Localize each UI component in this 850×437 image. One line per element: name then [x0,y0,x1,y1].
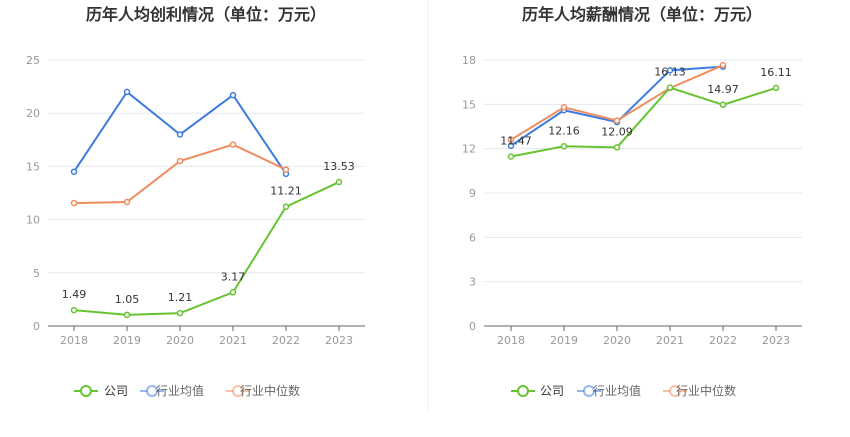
legend-item-2: 行业中位数 [226,383,300,398]
y-tick-label: 0 [33,320,40,333]
y-tick-label: 0 [469,320,476,333]
legend-marker [232,385,244,397]
x-tick-label: 2018 [497,334,525,347]
data-point [123,88,131,96]
data-point [666,84,674,91]
data-point [123,311,131,319]
data-point [229,91,237,99]
data-label: 14.97 [707,83,739,96]
data-point [719,61,727,69]
legend-marker [146,385,158,397]
legend-item-2: 行业中位数 [663,383,736,398]
data-point [613,144,621,151]
x-tick-label: 2020 [603,334,631,347]
x-tick-label: 2021 [219,334,247,347]
y-tick-label: 25 [26,54,40,67]
data-label: 1.49 [62,288,87,301]
data-point [176,157,184,165]
legend-marker [669,385,681,397]
series-line-2 [73,143,287,205]
y-tick-label: 12 [462,143,476,156]
legend-item-1: 行业均值 [577,383,641,398]
legend-label: 行业中位数 [676,383,736,398]
y-tick-label: 5 [33,267,40,280]
legend-item-0: 公司 [511,384,564,398]
legend-marker [80,385,92,397]
legend-label: 公司 [104,384,128,398]
x-tick-label: 2021 [656,334,684,347]
data-label: 16.11 [760,66,792,79]
series-line-0 [510,86,777,158]
data-point [507,136,515,144]
series-line-0 [73,181,340,316]
data-point [282,166,290,173]
data-label: 11.21 [270,185,302,198]
data-point [229,289,237,296]
data-label: 1.21 [168,291,193,304]
data-point [613,117,621,124]
x-tick-label: 2019 [550,334,578,347]
legend-label: 行业均值 [156,383,204,398]
y-tick-label: 10 [26,214,40,227]
data-point [176,309,184,317]
data-point [123,198,131,206]
data-point [719,101,727,109]
data-point [772,84,780,92]
data-point [666,67,674,74]
data-point [176,131,184,138]
data-point [507,142,515,149]
y-tick-label: 20 [26,107,40,120]
chart-1: 0 5 10 15 20 25 2018 2019 2020 2021 2022 2023 1.49 1.… [26,54,365,398]
data-point [70,168,78,175]
data-label: 3.17 [221,270,246,283]
legend-label: 行业均值 [593,383,641,398]
x-tick-label: 2023 [325,334,353,347]
data-point [560,104,568,111]
x-tick-label: 2022 [709,334,737,347]
data-label: 12.16 [548,124,580,137]
data-point [70,306,78,314]
legend-marker [583,385,595,397]
data-point [560,143,568,150]
data-point [282,203,290,210]
legend-marker [517,385,529,397]
y-tick-label: 6 [469,231,476,244]
data-label: 16.13 [654,66,686,79]
y-tick-label: 9 [469,187,476,200]
legend-item-0: 公司 [74,384,128,398]
y-tick-label: 3 [469,276,476,289]
x-tick-label: 2019 [113,334,141,347]
chart-2-title: 历年人均薪酬情况（单位：万元） [522,5,762,24]
y-tick-label: 18 [462,54,476,67]
y-tick-label: 15 [26,160,40,173]
y-tick-label: 15 [462,98,476,111]
data-label: 13.53 [323,160,355,173]
legend-label: 行业中位数 [240,383,300,398]
chart-1-title: 历年人均创利情况（单位：万元） [86,5,326,24]
data-point [70,199,78,207]
data-label: 12.09 [601,125,633,138]
x-tick-label: 2020 [166,334,194,347]
x-tick-label: 2023 [762,334,790,347]
x-tick-label: 2022 [272,334,300,347]
data-label: 11.47 [500,134,532,147]
data-point [507,153,515,160]
data-label: 1.05 [115,293,140,306]
legend-label: 公司 [540,384,564,398]
data-point [335,178,343,186]
data-point [229,141,237,148]
legend-item-1: 行业均值 [140,383,204,398]
x-tick-label: 2018 [60,334,88,347]
chart-2: 0 3 6 9 12 15 18 2018 2019 2020 2021 2022 2023 11.47 1… [462,54,802,398]
